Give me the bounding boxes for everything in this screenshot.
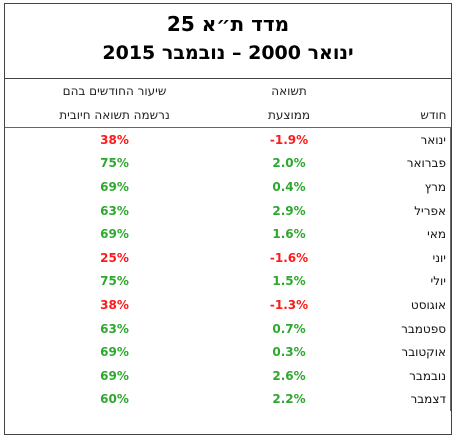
table-cell: 38% <box>100 132 129 147</box>
table-row: יוני -1.6% 25% <box>5 245 451 270</box>
header-cell: נרשמה תשואה חיובית <box>5 103 224 128</box>
table-cell: -1.3% <box>269 297 309 312</box>
subtitle: ינואר 2000 – נובמבר 2015 <box>102 42 354 64</box>
table-cell: -1.6% <box>269 250 309 265</box>
table-row: יולי 1.5% 75% <box>5 269 451 294</box>
table-cell: 75% <box>100 156 129 171</box>
table-frame: מדד ת״א 25 ינואר 2000 – נובמבר 2015 תשוא… <box>4 3 452 435</box>
table-cell: 38% <box>100 297 129 312</box>
table-cell: 2.9% <box>272 203 306 218</box>
table-cell: 25% <box>100 250 129 265</box>
data-table: תשואה שיעור החודשים בהם חודש ממוצעת נרשמ… <box>5 79 451 412</box>
table-cell: מרץ <box>354 175 451 199</box>
table-cell: 69% <box>100 345 129 360</box>
table-row: ספטמבר 0.7% 63% <box>5 316 451 341</box>
table-row: מרץ 0.4% 69% <box>5 175 451 199</box>
table-cell: אוגוסט <box>354 293 451 317</box>
table-cell: יוני <box>354 245 451 270</box>
table-cell: נובמבר <box>354 363 451 388</box>
table-row: פברואר 2.0% 75% <box>5 151 451 176</box>
table-cell: מאי <box>354 222 451 246</box>
header-cell: חודש <box>354 103 451 128</box>
table-cell: 60% <box>100 392 129 407</box>
table-row: אוקטובר 0.3% 69% <box>5 340 451 364</box>
table-row: אוגוסט -1.3% 38% <box>5 293 451 317</box>
table-cell: 2.2% <box>272 392 306 407</box>
table-cell: ינואר <box>354 127 451 152</box>
header-cell: שיעור החודשים בהם <box>62 84 167 98</box>
table-cell: 0.7% <box>272 321 306 336</box>
table-cell: 0.3% <box>272 345 306 360</box>
table-row: נובמבר 2.6% 69% <box>5 363 451 388</box>
table-cell: 69% <box>100 368 129 383</box>
header-cell: ממוצעת <box>224 103 354 128</box>
table-cell: 69% <box>100 227 129 242</box>
table-cell: 2.6% <box>272 368 306 383</box>
table-cell: 1.6% <box>272 227 306 242</box>
table-cell: 1.5% <box>272 274 306 289</box>
table-cell: 0.4% <box>272 179 306 194</box>
table-cell: 75% <box>100 274 129 289</box>
table-cell: פברואר <box>354 151 451 176</box>
table-cell: ספטמבר <box>354 316 451 341</box>
table-cell: 63% <box>100 321 129 336</box>
table-cell: אפריל <box>354 198 451 223</box>
table-cell: 63% <box>100 203 129 218</box>
table-row: דצמבר 2.2% 60% <box>5 387 451 412</box>
header-cell: תשואה <box>271 84 307 98</box>
table-cell: אוקטובר <box>354 340 451 364</box>
table-cell: דצמבר <box>354 387 451 412</box>
table-cell: -1.9% <box>269 132 309 147</box>
title-block: מדד ת״א 25 ינואר 2000 – נובמבר 2015 <box>5 4 451 79</box>
header-blank <box>354 79 451 103</box>
table-cell: 2.0% <box>272 156 306 171</box>
table-cell: יולי <box>354 269 451 294</box>
title: מדד ת״א 25 <box>166 12 290 36</box>
table-row: אפריל 2.9% 63% <box>5 198 451 223</box>
table-row: ינואר -1.9% 38% <box>5 127 451 152</box>
table-cell: 69% <box>100 179 129 194</box>
table-body: ינואר -1.9% 38% פברואר 2.0% 75% מרץ 0.4% 69% אפרי… <box>5 127 451 412</box>
table-row: מאי 1.6% 69% <box>5 222 451 246</box>
